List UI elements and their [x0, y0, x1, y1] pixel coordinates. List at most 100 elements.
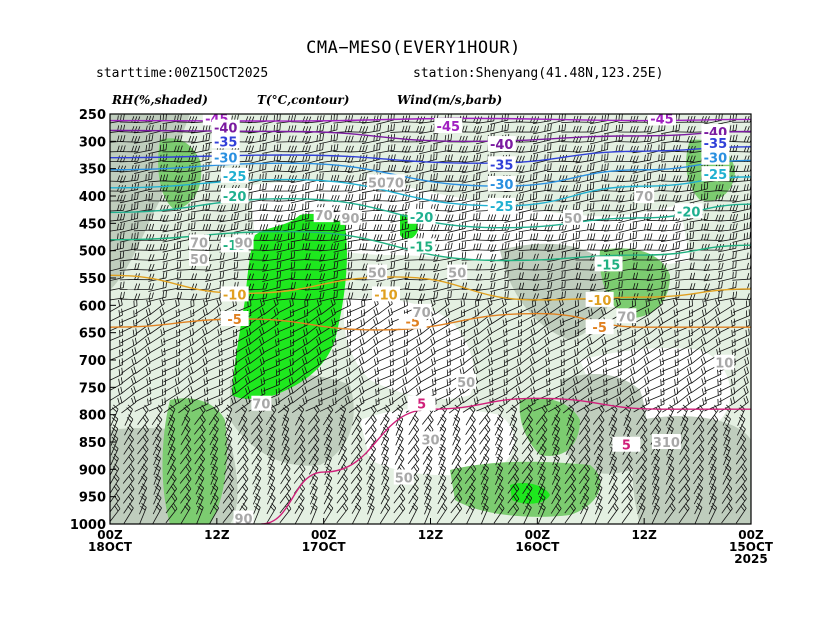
wind-barb: [518, 144, 539, 153]
wind-barb: [290, 135, 312, 143]
temperature-contour-label: -15: [410, 240, 434, 255]
temperature-contour-label: -10: [374, 288, 398, 303]
wind-barb: [219, 203, 240, 212]
wind-barb: [162, 185, 183, 192]
temperature-contour-label: -15: [597, 258, 621, 273]
y-tick-label: 300: [79, 135, 106, 150]
rh-contour-label: 70: [635, 190, 653, 205]
temperature-contour-label: -40: [490, 138, 514, 153]
wind-barb: [290, 212, 310, 224]
wind-barb: [191, 143, 210, 154]
wind-barb: [176, 192, 196, 204]
wind-barb: [518, 125, 539, 133]
rh-region-dry-mid: [343, 298, 474, 400]
rh-contour-label: 90: [234, 236, 252, 251]
wind-barb: [532, 173, 552, 184]
temperature-contour-label: -45: [437, 120, 461, 135]
wind-barb: [418, 143, 438, 155]
rh-region-saturated-small-2: [510, 483, 550, 504]
wind-barb: [276, 165, 297, 173]
temperature-contour-label: -25: [223, 170, 247, 185]
wind-barb: [717, 194, 739, 202]
temperature-contour-label: -35: [704, 137, 728, 152]
wind-barb: [561, 155, 582, 163]
x-tick-label: 2025: [734, 552, 767, 566]
x-tick-label: 16OCT: [515, 540, 560, 554]
wind-barb: [632, 125, 653, 133]
y-tick-label: 350: [79, 163, 106, 178]
wind-barb: [133, 134, 154, 144]
wind-barb: [304, 133, 324, 144]
wind-barb: [176, 154, 197, 163]
wind-legend-label: Wind(m/s,barb): [397, 93, 503, 107]
temperature-contour-label: -10: [223, 288, 247, 303]
temperature-contour-label: -30: [704, 152, 728, 167]
wind-barb: [176, 173, 197, 183]
wind-barb: [390, 203, 410, 213]
wind-barb: [618, 202, 638, 213]
temperature-contour-label: -25: [490, 200, 514, 215]
wind-barb: [490, 123, 509, 135]
wind-barb: [618, 155, 639, 163]
wind-barb: [191, 162, 210, 174]
wind-barb: [418, 193, 439, 203]
wind-barb: [604, 204, 625, 212]
y-tick-label: 500: [79, 245, 106, 260]
rh-contour-label: 70: [252, 398, 270, 413]
rh-contour-label: 50: [395, 472, 413, 487]
temperature-contour-label: 5: [417, 398, 426, 413]
wind-barb: [304, 183, 324, 194]
starttime-label: starttime:00Z15OCT2025: [96, 66, 269, 81]
wind-barb: [376, 194, 397, 202]
wind-barb: [689, 192, 709, 204]
wind-barb: [262, 214, 283, 222]
wind-barb: [119, 145, 141, 153]
wind-barb: [191, 182, 210, 194]
wind-barb: [475, 124, 495, 135]
wind-barb: [134, 172, 153, 184]
wind-barb: [119, 212, 139, 224]
wind-barb: [532, 163, 552, 174]
rh-legend-label: RH(%,shaded): [112, 93, 208, 107]
rh-contour-label: 10: [715, 357, 733, 372]
wind-barb: [675, 155, 696, 163]
wind-barb: [110, 165, 127, 173]
y-tick-label: 800: [79, 409, 106, 424]
y-tick-label: 650: [79, 327, 106, 342]
wind-barb: [433, 144, 453, 154]
x-tick-label: 12Z: [204, 528, 230, 542]
wind-barb: [347, 126, 369, 133]
wind-barb: [134, 192, 153, 204]
wind-barb: [305, 162, 324, 174]
rh-contour-label: 70: [413, 306, 431, 321]
wind-barb: [319, 143, 339, 154]
wind-barb: [433, 204, 454, 212]
wind-barb: [603, 194, 625, 202]
wind-barb: [119, 173, 140, 183]
wind-barb: [290, 202, 310, 214]
y-tick-label: 400: [79, 190, 106, 205]
wind-barb: [561, 184, 582, 193]
y-tick-label: 600: [79, 299, 106, 314]
wind-barb: [575, 116, 597, 123]
wind-barb: [717, 185, 739, 192]
wind-barb: [119, 135, 141, 143]
temperature-contour-label: -35: [214, 135, 238, 150]
x-tick-label: 12Z: [418, 528, 444, 542]
wind-barb: [247, 133, 268, 144]
wind-barb: [461, 125, 482, 133]
y-tick-label: 850: [79, 436, 106, 451]
wind-barb: [547, 165, 568, 172]
wind-barb: [447, 155, 468, 163]
wind-barb: [205, 204, 226, 212]
y-tick-label: 900: [79, 463, 106, 478]
wind-barb: [632, 202, 652, 214]
wind-barb: [675, 193, 695, 203]
wind-barb: [717, 204, 739, 212]
wind-barb: [589, 163, 609, 174]
temperature-contour-label: -10: [588, 294, 612, 309]
rh-contour-label: 70: [386, 176, 404, 191]
wind-barb: [276, 184, 297, 192]
wind-barb: [504, 145, 525, 153]
rh-contour-label: 70: [315, 209, 333, 224]
